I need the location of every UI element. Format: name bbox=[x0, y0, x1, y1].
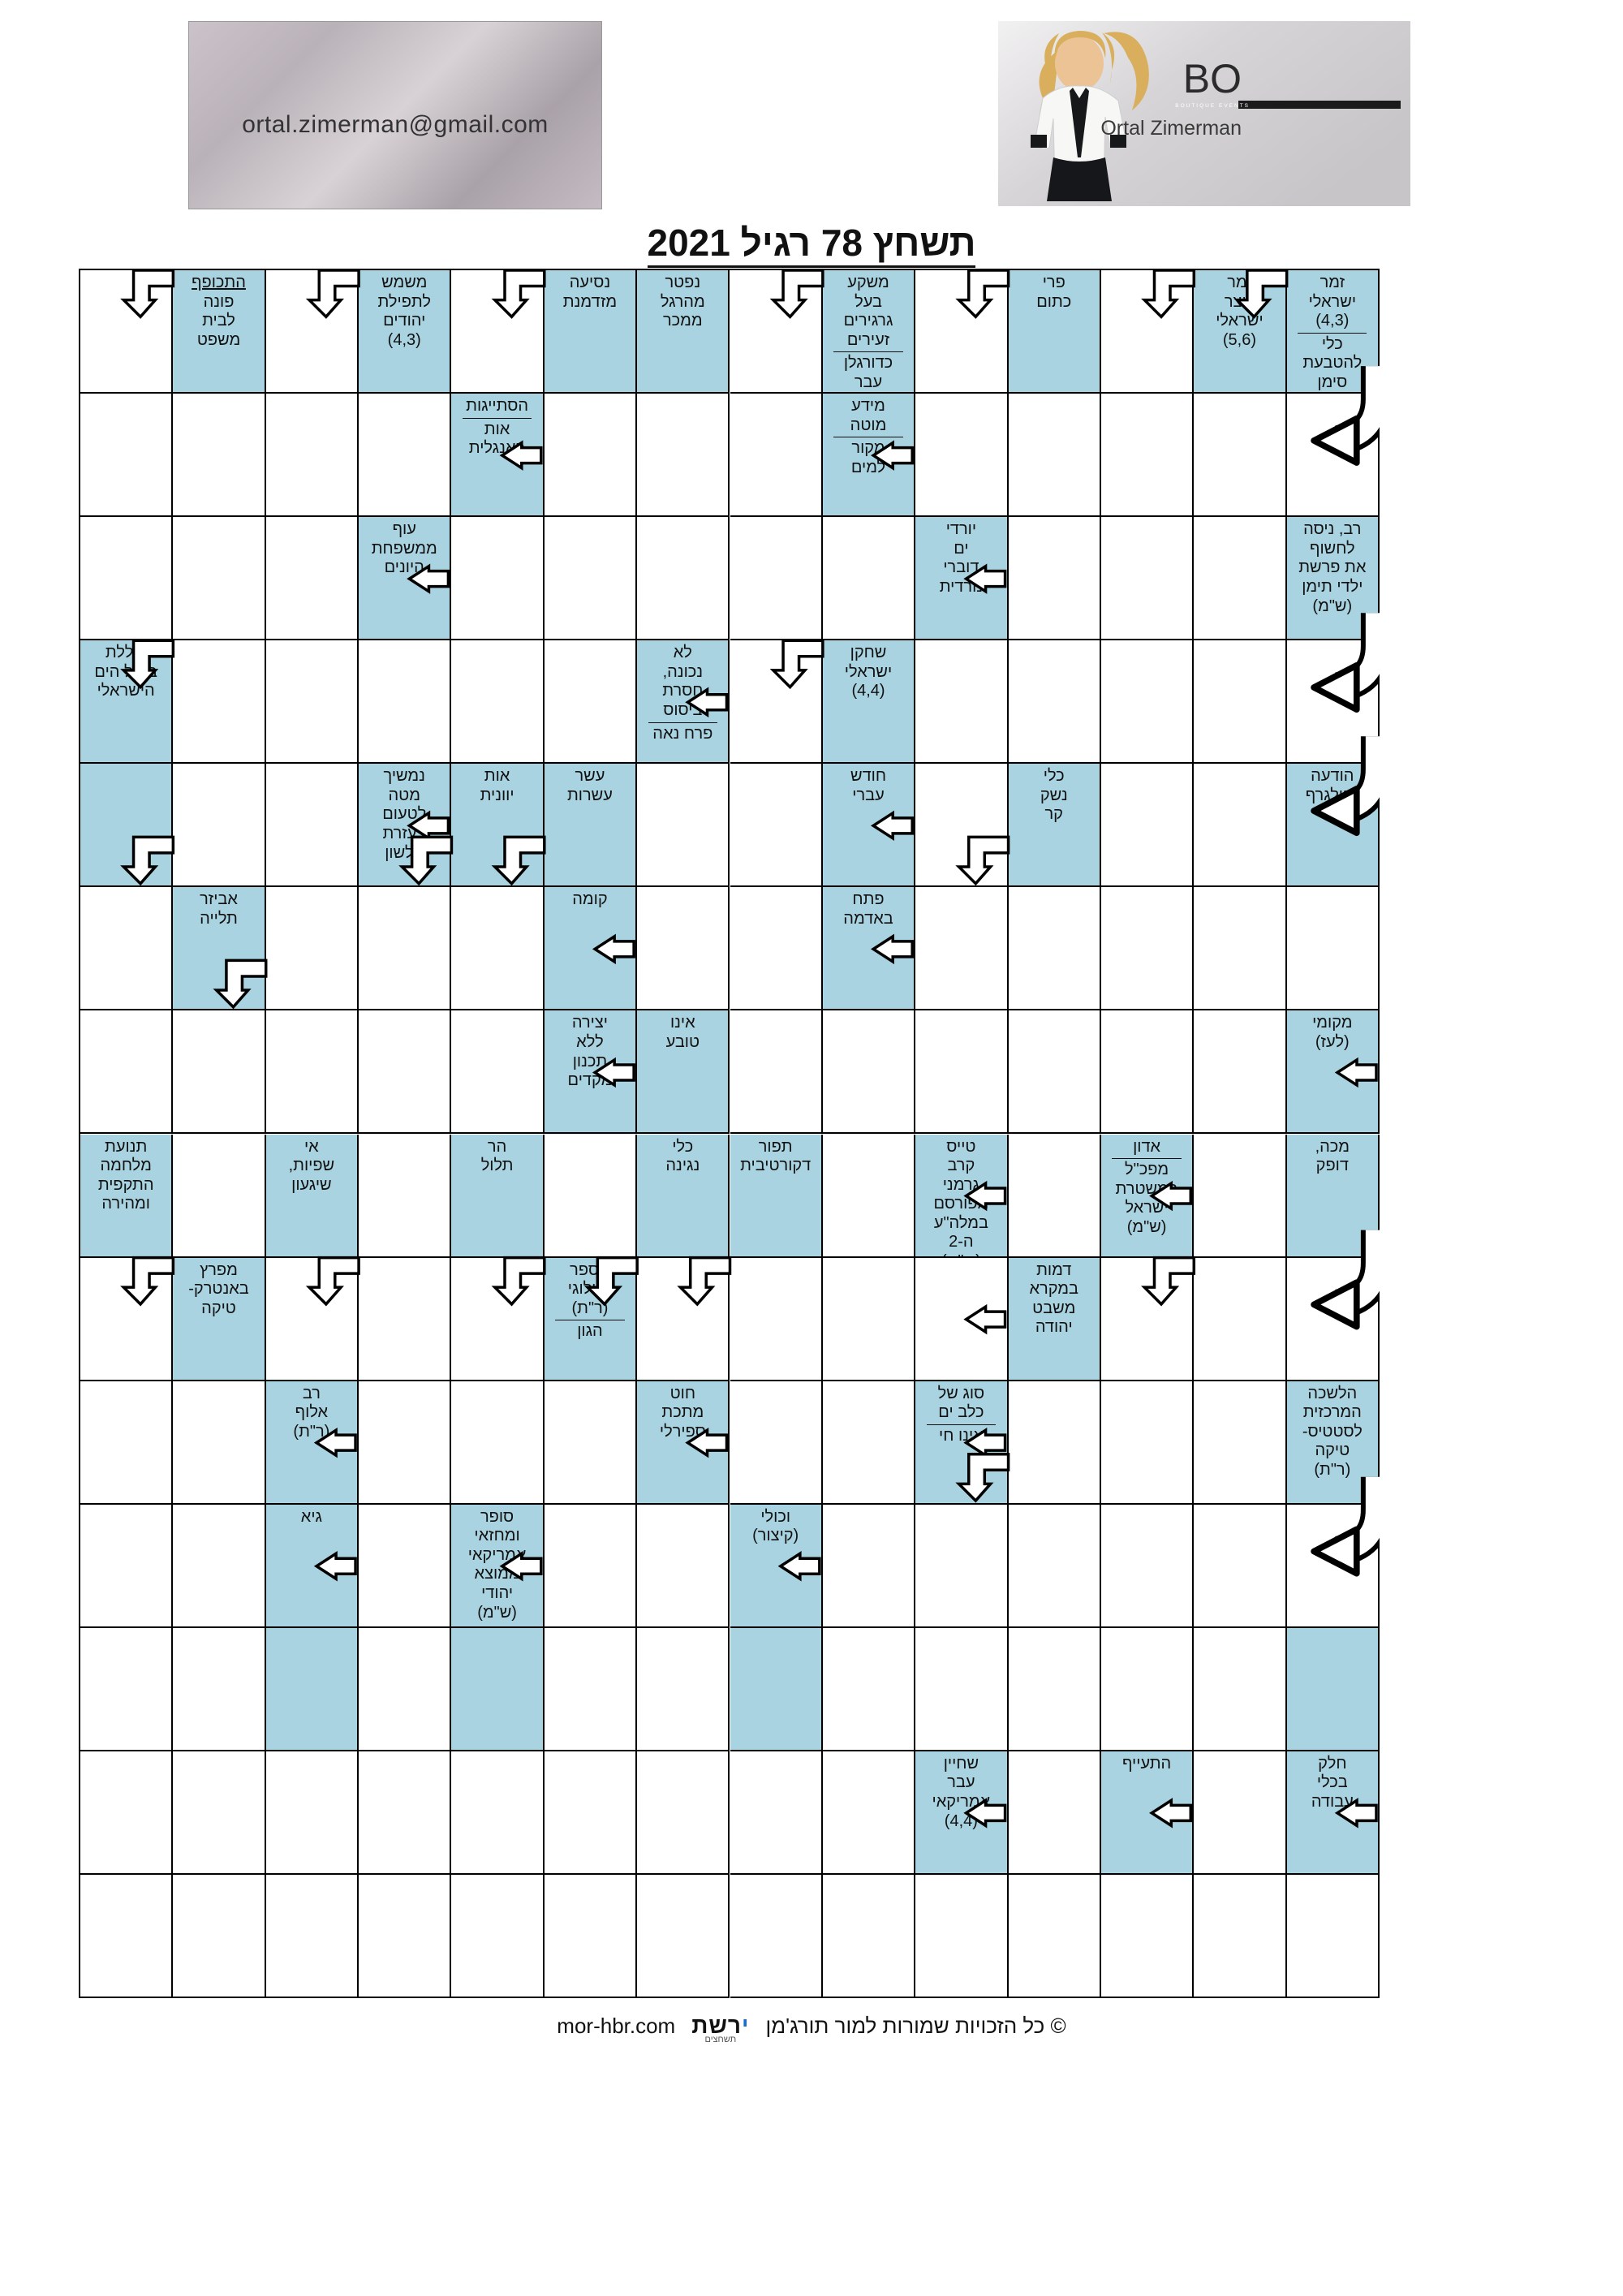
svg-text:BO: BO bbox=[1183, 56, 1242, 101]
svg-text:Ortal Zimerman: Ortal Zimerman bbox=[1100, 117, 1242, 140]
svg-text:BOUTIQUE EVENTS: BOUTIQUE EVENTS bbox=[1175, 103, 1250, 109]
